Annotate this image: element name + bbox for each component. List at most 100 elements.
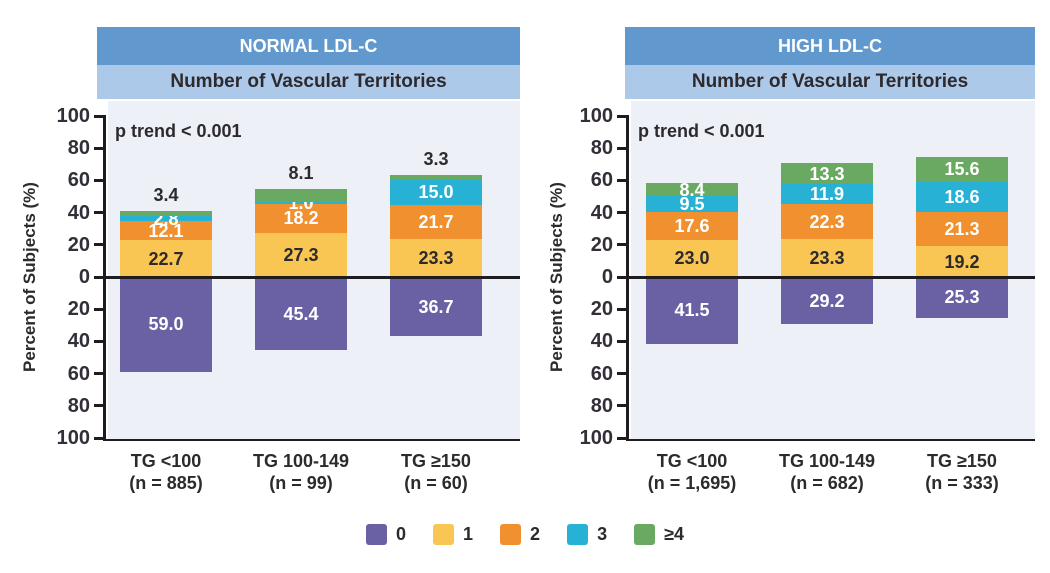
legend-item: 3	[567, 524, 607, 545]
panel-title: HIGH LDL-C	[625, 27, 1035, 65]
bar-segment-3	[120, 216, 212, 221]
p-trend-annotation: p trend < 0.001	[115, 121, 242, 141]
y-axis-tick	[617, 178, 626, 182]
bar-segment-value: 45.4	[283, 303, 319, 324]
bar-segment-value: 9.5	[679, 193, 705, 214]
y-axis-tick-label: 60	[67, 362, 90, 385]
bar-segment-value: 21.3	[944, 218, 980, 239]
legend-item: 2	[500, 524, 540, 545]
bar-segment-2	[646, 211, 738, 240]
bar-segment-value: 19.2	[944, 251, 980, 272]
legend: 0 1 2 3 ≥4	[0, 524, 1050, 545]
y-axis-tick-label: 100	[579, 105, 613, 127]
bar-segment-value: 25.3	[944, 287, 980, 308]
bar-segment-2	[390, 204, 482, 240]
category-label-line1: TG 100-149	[252, 451, 350, 471]
bar-segment-value: 59.0	[148, 314, 184, 335]
legend-label: 1	[463, 524, 474, 544]
p-trend-annotation: p trend < 0.001	[638, 121, 765, 141]
bar-segment-value: 21.7	[418, 212, 454, 233]
y-axis-tick	[94, 146, 103, 150]
bar-segment-value: 18.6	[944, 186, 980, 207]
y-axis-tick	[94, 404, 103, 408]
category-label-line2: (n = 1,695)	[647, 473, 737, 493]
y-axis-tick-label: 60	[590, 362, 613, 385]
y-axis-tick	[617, 436, 626, 440]
y-axis-tick-label: 60	[67, 169, 90, 192]
bar-segment-value: 23.3	[809, 248, 845, 269]
bar-segment-value: 8.4	[679, 179, 705, 200]
category-label-line1: TG ≥150	[927, 451, 997, 471]
bar-segment-ge4	[390, 175, 482, 181]
y-axis-tick-label: 100	[56, 427, 90, 449]
legend-swatch	[500, 524, 522, 545]
y-axis-tick-label: 20	[590, 298, 613, 321]
bar-segment-1	[255, 233, 347, 277]
y-axis-tick	[617, 404, 626, 408]
y-axis-tick	[617, 114, 626, 118]
bar-segment-3	[646, 196, 738, 212]
zero-line	[626, 275, 1035, 279]
panel-subtitle: Number of Vascular Territories	[625, 65, 1035, 99]
bar-segment-1	[916, 246, 1008, 277]
category-label-line1: TG <100	[656, 451, 728, 471]
y-axis-tick	[94, 211, 103, 215]
legend-label: ≥4	[664, 524, 684, 544]
panel-title: NORMAL LDL-C	[97, 27, 520, 65]
bar-segment-ge4	[120, 210, 212, 217]
category-label-line2: (n = 60)	[404, 473, 468, 493]
bar-segment-value: 18.2	[283, 208, 319, 229]
bar-segment-value: 27.3	[283, 245, 319, 266]
category-label-line1: TG <100	[130, 451, 202, 471]
y-axis-tick	[617, 339, 626, 343]
legend-swatch	[366, 524, 388, 545]
legend-label: 0	[396, 524, 407, 544]
bar-segment-value: 15.6	[944, 159, 980, 180]
y-axis-tick-label: 100	[56, 105, 90, 127]
y-axis-tick-label: 40	[67, 201, 90, 224]
bar-segment-2	[120, 220, 212, 241]
y-axis-tick-label: 0	[78, 266, 90, 288]
bottom-axis-line	[103, 438, 520, 441]
bar-segment-1	[120, 240, 212, 277]
y-axis-tick	[94, 243, 103, 247]
y-axis-tick	[94, 178, 103, 182]
bar-segment-1	[781, 239, 873, 277]
category-label-line1: TG ≥150	[401, 451, 471, 471]
bar-segment-3	[781, 184, 873, 204]
bar-segment-2	[255, 203, 347, 234]
legend-label: 3	[597, 524, 608, 544]
bar-segment-0	[390, 277, 482, 337]
legend-item: 1	[433, 524, 473, 545]
bar-segment-value: 22.7	[148, 248, 184, 269]
bar-segment-value: 22.3	[809, 211, 845, 232]
bar-segment-3	[916, 181, 1008, 212]
y-axis-tick	[617, 211, 626, 215]
y-axis-tick	[94, 307, 103, 311]
legend-swatch	[567, 524, 589, 545]
bar-segment-value: 29.2	[809, 290, 845, 311]
legend-swatch	[433, 524, 455, 545]
y-axis-tick-label: 20	[67, 298, 90, 321]
y-axis-tick	[617, 243, 626, 247]
bar-segment-value: 36.7	[418, 296, 454, 317]
bottom-axis-line	[626, 438, 1035, 441]
y-axis-tick	[617, 307, 626, 311]
bar-segment-3	[255, 202, 347, 204]
bar-segment-0	[255, 277, 347, 351]
y-axis-tick-label: 80	[590, 137, 613, 160]
bar-segment-0	[646, 277, 738, 344]
bar-segment-0	[916, 277, 1008, 318]
y-axis-title: Percent of Subjects (%)	[547, 182, 566, 372]
y-axis-tick	[94, 372, 103, 376]
y-axis-tick-label: 80	[590, 394, 613, 417]
y-axis-tick-label: 40	[67, 330, 90, 353]
y-axis-tick-label: 40	[590, 330, 613, 353]
bar-segment-value: 11.9	[809, 184, 845, 204]
legend-item: 0	[366, 524, 406, 545]
y-axis-tick-label: 0	[601, 266, 613, 288]
y-axis-tick	[94, 436, 103, 440]
y-axis-tick-label: 40	[590, 201, 613, 224]
